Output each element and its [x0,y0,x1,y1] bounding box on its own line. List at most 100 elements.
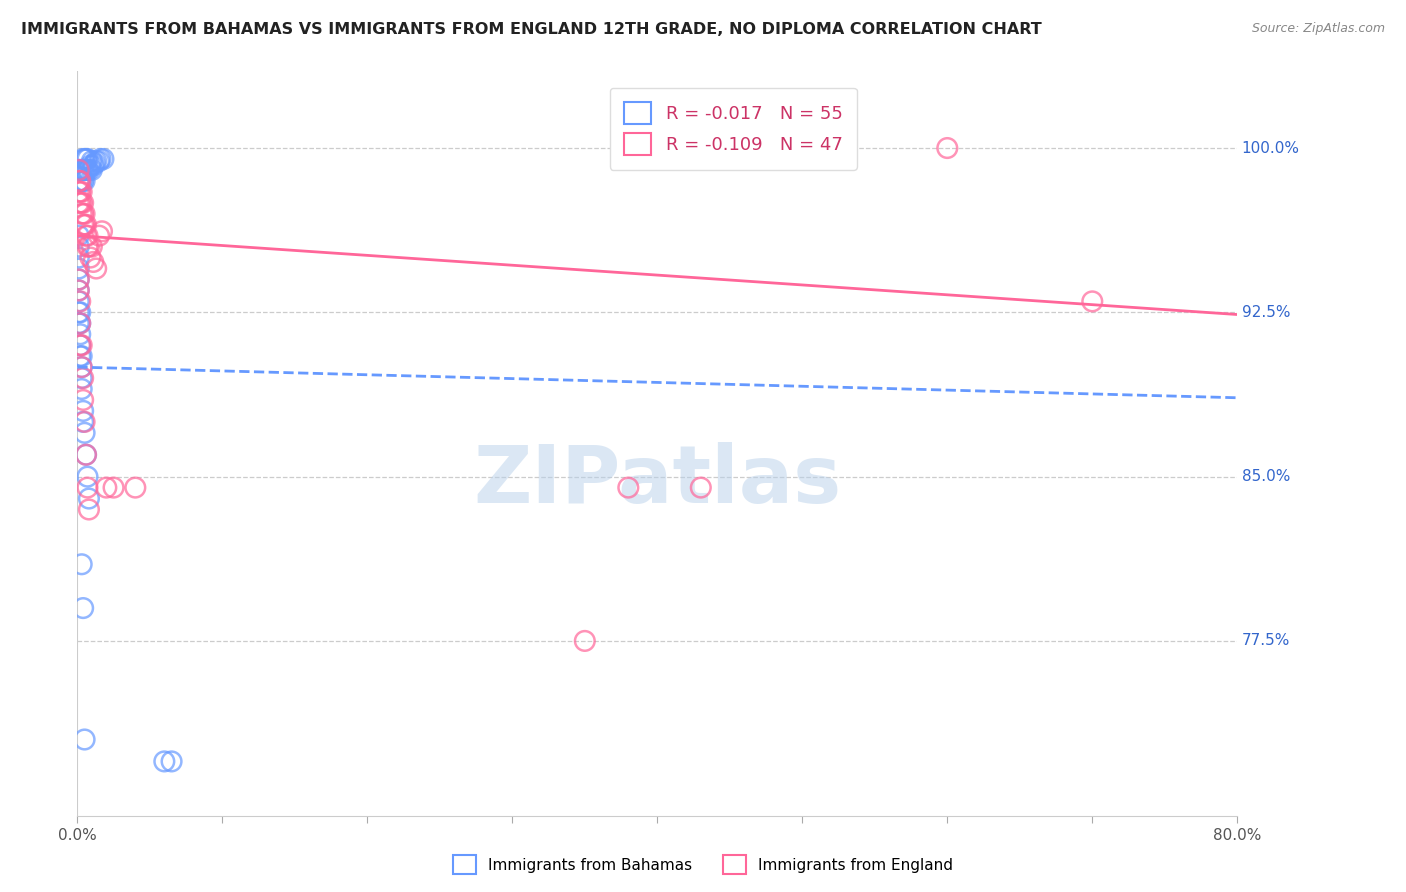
Point [67,163,90,178]
Point [75,163,97,178]
Point [76,239,98,253]
Point [77,239,100,253]
Point [72,174,94,188]
Point [69,305,91,319]
Point [73,152,96,166]
Text: Source: ZipAtlas.com: Source: ZipAtlas.com [1251,22,1385,36]
Point [87,228,110,243]
Text: 100.0%: 100.0% [1241,141,1299,155]
Point [77,491,100,506]
Legend: Immigrants from Bahamas, Immigrants from England: Immigrants from Bahamas, Immigrants from… [447,849,959,880]
Point [73,732,96,747]
Point [69,163,91,178]
Text: ZIPatlas: ZIPatlas [474,442,841,520]
Point [90,152,111,166]
Text: IMMIGRANTS FROM BAHAMAS VS IMMIGRANTS FROM ENGLAND 12TH GRADE, NO DIPLOMA CORREL: IMMIGRANTS FROM BAHAMAS VS IMMIGRANTS FR… [21,22,1042,37]
Point [72,371,94,385]
Point [70,207,93,221]
Legend: R = -0.017   N = 55, R = -0.109   N = 47: R = -0.017 N = 55, R = -0.109 N = 47 [610,87,858,169]
Point [70,163,93,178]
Point [84,261,107,276]
Point [72,218,94,232]
Point [75,228,97,243]
Point [124,481,146,495]
Point [69,316,91,330]
Point [67,261,90,276]
Point [67,316,90,330]
Point [70,360,93,375]
Point [76,481,98,495]
Point [67,305,90,319]
Point [67,284,90,298]
Point [73,415,96,429]
Point [72,415,94,429]
Point [69,174,91,188]
Point [75,152,97,166]
Point [83,156,105,170]
Point [67,251,90,265]
Point [72,404,94,418]
Point [67,272,90,286]
Point [574,634,596,648]
Point [689,481,711,495]
Point [153,755,176,769]
Point [72,601,94,615]
Text: 85.0%: 85.0% [1241,469,1289,484]
Point [69,338,91,352]
Point [82,255,104,269]
Point [84,154,107,169]
Point [69,294,91,309]
Point [67,294,90,309]
Point [67,195,90,210]
Point [67,239,90,253]
Point [69,316,91,330]
Point [79,159,101,173]
Point [67,272,90,286]
Point [67,228,90,243]
Point [67,174,90,188]
Point [69,349,91,363]
Point [73,218,96,232]
Point [67,174,90,188]
Point [76,469,98,483]
Point [70,185,93,199]
Point [70,382,93,396]
Point [72,152,94,166]
Point [936,141,959,155]
Point [73,163,96,178]
Point [69,174,91,188]
Point [76,163,98,178]
Point [69,338,91,352]
Point [82,159,104,173]
Text: 92.5%: 92.5% [1241,305,1291,320]
Point [73,207,96,221]
Point [69,185,91,199]
Point [77,163,100,178]
Point [70,360,93,375]
Point [70,558,93,572]
Point [72,392,94,407]
Point [103,481,125,495]
Point [93,152,115,166]
Point [67,185,90,199]
Point [72,163,94,178]
Point [75,218,97,232]
Text: 77.5%: 77.5% [1241,633,1289,648]
Point [617,481,640,495]
Point [69,327,91,342]
Point [70,349,93,363]
Point [77,502,100,516]
Point [73,174,96,188]
Point [70,195,93,210]
Point [96,481,118,495]
Point [76,152,98,166]
Point [91,224,114,238]
Point [70,338,93,352]
Point [75,448,97,462]
Point [72,195,94,210]
Point [73,425,96,440]
Point [76,228,98,243]
Point [80,163,103,178]
Point [70,371,93,385]
Point [80,239,103,253]
